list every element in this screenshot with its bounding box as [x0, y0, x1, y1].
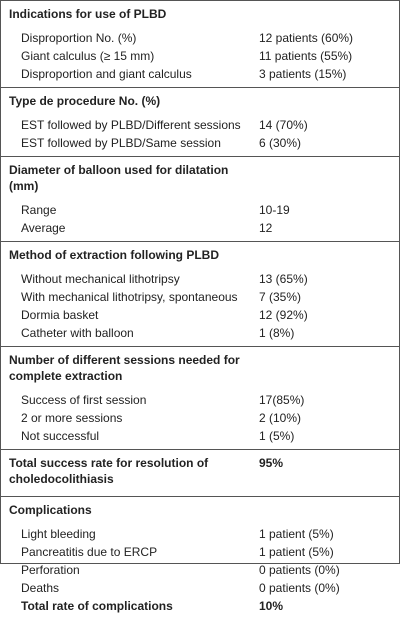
- section-heading: Total success rate for resolution of cho…: [1, 450, 399, 492]
- heading-label: Diameter of balloon used for dilatation …: [9, 163, 229, 193]
- row-label: Light bleeding: [21, 527, 96, 541]
- row: Without mechanical lithotripsy 13 (65%): [1, 270, 399, 288]
- row-label: EST followed by PLBD/Same session: [21, 136, 221, 150]
- row-label: Without mechanical lithotripsy: [21, 272, 180, 286]
- section: Number of different sessions needed for …: [1, 346, 399, 449]
- row: Not successful 1 (5%): [1, 427, 399, 445]
- section: Diameter of balloon used for dilatation …: [1, 156, 399, 241]
- section: Complications Light bleeding 1 patient (5%…: [1, 496, 399, 619]
- row-value: 10-19: [259, 203, 290, 217]
- rows: Success of first session 17(85%) 2 or more…: [1, 389, 399, 445]
- row-label: Deaths: [21, 581, 60, 595]
- row-value: 13 (65%): [259, 272, 308, 286]
- row-label: Disproportion and giant calculus: [21, 67, 192, 81]
- row-label: Pancreatitis due to ERCP: [21, 545, 158, 559]
- row: Average 12: [1, 219, 399, 237]
- rows: Range 10-19 Average 12: [1, 199, 399, 237]
- row-value: 11 patients (55%): [259, 49, 353, 63]
- row: Deaths 0 patients (0%): [1, 579, 399, 597]
- heading-label: Complications: [9, 503, 92, 517]
- row: Dormia basket 12 (92%): [1, 306, 399, 324]
- row: Success of first session 17(85%): [1, 391, 399, 409]
- row-label: Dormia basket: [21, 308, 99, 322]
- row-value: 12 patients (60%): [259, 31, 354, 45]
- section: Type de procedure No. (%) EST followed by…: [1, 87, 399, 156]
- row-label: 2 or more sessions: [21, 411, 123, 425]
- section: Total success rate for resolution of cho…: [1, 449, 399, 496]
- heading-label: Indications for use of PLBD: [9, 7, 167, 21]
- row-value: 17(85%): [259, 393, 305, 407]
- row-value: 1 patient (5%): [259, 527, 334, 541]
- row: Giant calculus (≥ 15 mm) 11 patients (55%…: [1, 47, 399, 65]
- row-label: Disproportion No. (%): [21, 31, 137, 45]
- row-value: 12 (92%): [259, 308, 308, 322]
- row: EST followed by PLBD/Different sessions 1…: [1, 116, 399, 134]
- section: Indications for use of PLBD Disproportion…: [1, 1, 399, 87]
- heading-label: Method of extraction following PLBD: [9, 248, 219, 262]
- section-heading: Indications for use of PLBD: [1, 1, 399, 27]
- row-label: Range: [21, 203, 57, 217]
- row-label: EST followed by PLBD/Different sessions: [21, 118, 241, 132]
- heading-value: 95%: [259, 456, 284, 470]
- row: Pancreatitis due to ERCP 1 patient (5%): [1, 543, 399, 561]
- row-value: 0 patients (0%): [259, 581, 340, 595]
- row: 2 or more sessions 2 (10%): [1, 409, 399, 427]
- row-value: 14 (70%): [259, 118, 308, 132]
- row: EST followed by PLBD/Same session 6 (30%): [1, 134, 399, 152]
- row: Catheter with balloon 1 (8%): [1, 324, 399, 342]
- row: With mechanical lithotripsy, spontaneous…: [1, 288, 399, 306]
- section-heading: Diameter of balloon used for dilatation …: [1, 157, 399, 199]
- row-value: 1 patient (5%): [259, 545, 334, 559]
- row: Range 10-19: [1, 201, 399, 219]
- row: Disproportion and giant calculus 3 patien…: [1, 65, 399, 83]
- section-heading: Number of different sessions needed for …: [1, 347, 399, 389]
- row-label: Giant calculus (≥ 15 mm): [21, 49, 155, 63]
- row-value: 7 (35%): [259, 290, 302, 304]
- row-label: Average: [21, 221, 66, 235]
- heading-label: Type de procedure No. (%): [9, 94, 161, 108]
- section: Method of extraction following PLBD Witho…: [1, 241, 399, 346]
- row: Light bleeding 1 patient (5%): [1, 525, 399, 543]
- section-heading: Method of extraction following PLBD: [1, 242, 399, 268]
- heading-label: Total success rate for resolution of cho…: [9, 456, 209, 486]
- total-row: Total rate of complications 10%: [1, 597, 399, 615]
- section-heading: Complications: [1, 497, 399, 523]
- row-label: With mechanical lithotripsy, spontaneous: [21, 290, 238, 304]
- total-label: Total rate of complications: [21, 599, 173, 613]
- section-heading: Type de procedure No. (%): [1, 88, 399, 114]
- row-value: 12: [259, 221, 273, 235]
- rows: Without mechanical lithotripsy 13 (65%) Wi…: [1, 268, 399, 342]
- total-value: 10%: [259, 599, 284, 613]
- row-value: 3 patients (15%): [259, 67, 347, 81]
- row-value: 1 (8%): [259, 326, 295, 340]
- row-value: 1 (5%): [259, 429, 295, 443]
- rows: EST followed by PLBD/Different sessions 1…: [1, 114, 399, 152]
- row: Disproportion No. (%) 12 patients (60%): [1, 29, 399, 47]
- row-label: Catheter with balloon: [21, 326, 134, 340]
- heading-label: Number of different sessions needed for …: [9, 353, 240, 383]
- rows: Disproportion No. (%) 12 patients (60%) Gi…: [1, 27, 399, 83]
- row-value: 6 (30%): [259, 136, 302, 150]
- row-label: Not successful: [21, 429, 100, 443]
- row-label: Success of first session: [21, 393, 147, 407]
- rows: Light bleeding 1 patient (5%) Pancreatitis…: [1, 523, 399, 615]
- row-value: 2 (10%): [259, 411, 302, 425]
